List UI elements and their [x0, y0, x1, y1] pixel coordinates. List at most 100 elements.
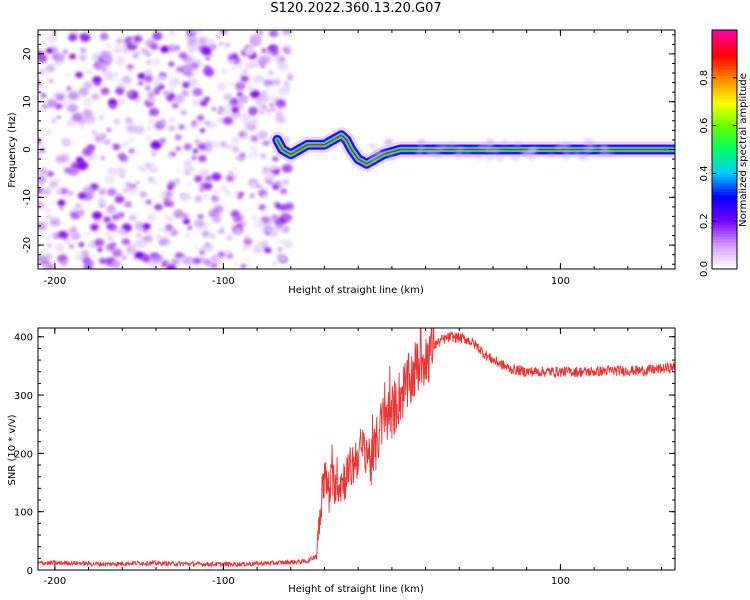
colorbar-band	[712, 32, 737, 37]
noise-blob	[271, 108, 276, 111]
noise-blob	[229, 82, 234, 86]
noise-blob	[192, 88, 203, 97]
noise-blob	[165, 224, 174, 231]
noise-blob	[272, 184, 279, 190]
colorbar-band	[712, 206, 737, 210]
noise-blob	[268, 30, 279, 38]
colorbar-band	[712, 212, 737, 216]
colorbar-band	[712, 116, 737, 121]
colorbar-band	[712, 194, 737, 198]
noise-blob	[190, 122, 198, 128]
page-title: S120.2022.360.13.20.G07	[270, 1, 442, 16]
noise-blob	[197, 36, 208, 45]
noise-blob	[107, 167, 118, 176]
noise-blob	[234, 81, 246, 91]
noise-blob	[133, 240, 143, 248]
noise-blob	[68, 91, 79, 101]
noise-blob	[105, 230, 112, 237]
noise-blob	[260, 54, 271, 64]
colorbar-band	[712, 74, 737, 79]
noise-blob	[145, 199, 152, 205]
colorbar-band	[712, 77, 737, 82]
noise-blob	[184, 159, 191, 166]
colorbar-tick-label: 0.4	[699, 165, 710, 181]
colorbar-tick-label: 0.6	[699, 118, 710, 134]
noise-blob	[219, 184, 228, 192]
colorbar-gradient	[712, 30, 737, 270]
colorbar-band	[712, 239, 737, 243]
noise-blob	[184, 233, 191, 238]
colorbar-band	[712, 146, 737, 151]
noise-blob	[159, 118, 167, 124]
noise-blob	[124, 201, 132, 208]
colorbar-band	[712, 218, 737, 222]
noise-blob	[240, 114, 251, 123]
noise-blob	[282, 226, 290, 233]
noise-blob	[91, 117, 96, 121]
colorbar-band	[712, 251, 737, 255]
noise-blob	[210, 262, 218, 269]
colorbar-band	[712, 170, 737, 174]
colorbar-band	[712, 209, 737, 213]
noise-blob	[101, 67, 108, 73]
colorbar-band	[712, 128, 737, 133]
noise-blob	[112, 143, 121, 150]
ridge-speckle	[368, 155, 377, 161]
noise-blob	[194, 219, 204, 228]
colorbar-band	[712, 35, 737, 40]
noise-blob	[96, 61, 106, 69]
noise-blob	[246, 46, 254, 53]
noise-blob	[164, 197, 171, 203]
colorbar-band	[712, 254, 737, 258]
ridge-speckle	[384, 139, 393, 145]
noise-blob	[257, 130, 269, 140]
noise-blob	[231, 173, 238, 179]
ridge-speckle	[434, 146, 443, 152]
noise-blob	[103, 216, 111, 223]
colorbar-band	[712, 98, 737, 103]
noise-blob	[230, 110, 242, 119]
noise-blob	[38, 152, 41, 157]
noise-blob	[69, 53, 76, 60]
noise-blob	[251, 215, 257, 220]
colorbar-band	[712, 140, 737, 145]
noise-blob	[258, 94, 269, 103]
noise-blob	[74, 253, 83, 261]
noise-blob	[160, 45, 170, 53]
noise-blob	[114, 73, 119, 77]
colorbar-band	[712, 30, 737, 34]
noise-blob	[117, 152, 126, 160]
noise-blob	[79, 33, 91, 42]
noise-blob	[208, 43, 217, 51]
noise-blob	[180, 253, 185, 257]
noise-blob	[47, 214, 52, 219]
colorbar-band	[712, 134, 737, 139]
noise-blob	[116, 167, 127, 176]
colorbar-label: Normalized spectral amplitude	[738, 73, 749, 227]
noise-blob	[104, 175, 116, 184]
noise-blob	[191, 155, 198, 161]
noise-blob	[224, 249, 232, 256]
colorbar-band	[712, 95, 737, 100]
noise-blob	[275, 158, 279, 162]
noise-blob	[145, 52, 151, 57]
noise-blob	[193, 258, 201, 264]
noise-blob	[69, 244, 74, 249]
noise-blob	[144, 75, 153, 83]
ridge-speckle	[486, 155, 495, 161]
noise-blob	[38, 175, 47, 184]
noise-blob	[150, 150, 158, 157]
colorbar-ticks: 0.0 0.2 0.4 0.6 0.8	[699, 70, 737, 277]
noise-blob	[235, 214, 244, 221]
noise-blob	[100, 87, 110, 95]
ridge-speckle	[584, 137, 593, 143]
spectrogram-xtick-label: 100	[551, 276, 570, 287]
noise-blob	[57, 199, 66, 207]
noise-blob	[149, 253, 153, 256]
ridge-speckle	[491, 148, 500, 154]
colorbar-band	[712, 92, 737, 97]
noise-blob	[194, 138, 201, 144]
colorbar-band	[712, 125, 737, 130]
noise-blob	[62, 100, 72, 108]
noise-blob	[46, 99, 58, 108]
